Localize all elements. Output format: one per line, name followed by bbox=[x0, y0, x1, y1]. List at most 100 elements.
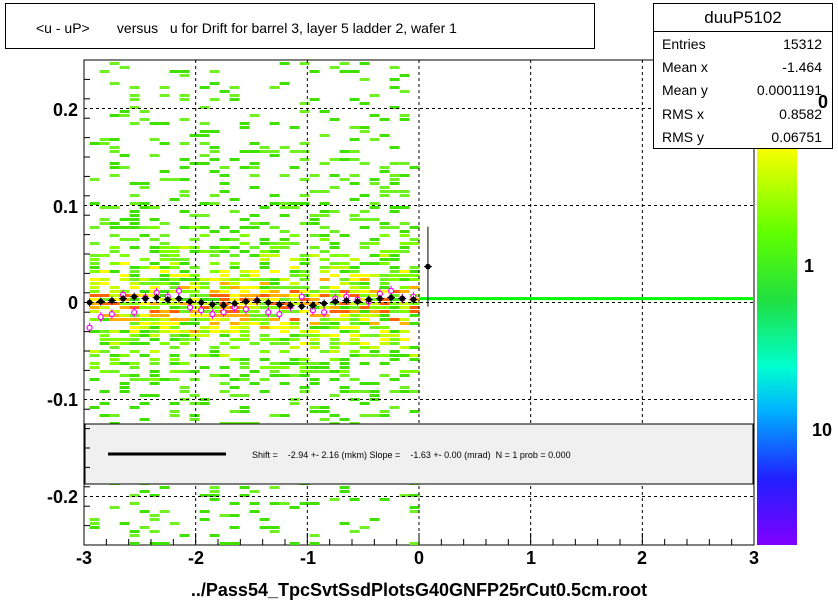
heatmap-cell bbox=[189, 310, 200, 313]
heatmap-cell bbox=[159, 246, 170, 249]
pink-point bbox=[131, 309, 138, 316]
heatmap-cell bbox=[399, 290, 410, 293]
heatmap-cell bbox=[169, 262, 180, 265]
heatmap-cell bbox=[159, 270, 170, 273]
heatmap-cell bbox=[159, 222, 170, 225]
heatmap-cell bbox=[159, 266, 170, 269]
black-point bbox=[265, 299, 272, 306]
heatmap-cell bbox=[289, 358, 300, 361]
heatmap-cell bbox=[209, 490, 220, 493]
heatmap-cell bbox=[169, 70, 180, 73]
heatmap-cell bbox=[249, 294, 260, 297]
heatmap-cell bbox=[149, 226, 160, 229]
heatmap-cell bbox=[399, 270, 410, 273]
heatmap-cell bbox=[389, 334, 400, 337]
heatmap-cell bbox=[379, 302, 390, 305]
heatmap-cell bbox=[399, 494, 410, 497]
heatmap-cell bbox=[299, 286, 310, 289]
heatmap-cell bbox=[279, 242, 290, 245]
heatmap-cell bbox=[369, 314, 380, 317]
heatmap-cell bbox=[119, 166, 130, 169]
heatmap-cell bbox=[89, 522, 100, 525]
black-point bbox=[298, 303, 305, 310]
heatmap-cell bbox=[189, 314, 200, 317]
heatmap-cell bbox=[379, 362, 390, 365]
heatmap-cell bbox=[149, 542, 160, 545]
heatmap-cell bbox=[199, 226, 210, 229]
heatmap-cell bbox=[289, 294, 300, 297]
heatmap-cell bbox=[279, 306, 290, 309]
heatmap-cell bbox=[249, 286, 260, 289]
black-point bbox=[164, 296, 171, 303]
heatmap-cell bbox=[199, 494, 210, 497]
heatmap-cell bbox=[349, 530, 360, 533]
heatmap-cell bbox=[349, 126, 360, 129]
heatmap-cell bbox=[229, 262, 240, 265]
heatmap-cell bbox=[289, 346, 300, 349]
heatmap-cell bbox=[209, 262, 220, 265]
heatmap-cell bbox=[169, 278, 180, 281]
heatmap-cell bbox=[329, 158, 340, 161]
heatmap-cell bbox=[189, 250, 200, 253]
heatmap-cell bbox=[329, 174, 340, 177]
heatmap-cell bbox=[289, 206, 300, 209]
heatmap-cell bbox=[259, 358, 270, 361]
heatmap-cell bbox=[109, 302, 120, 305]
heatmap-cell bbox=[289, 298, 300, 301]
heatmap-cell bbox=[379, 290, 390, 293]
heatmap-cell bbox=[229, 94, 240, 97]
heatmap-cell bbox=[249, 278, 260, 281]
heatmap-cell bbox=[339, 282, 350, 285]
heatmap-cell bbox=[99, 70, 110, 73]
heatmap-cell bbox=[319, 334, 330, 337]
heatmap-cell bbox=[139, 278, 150, 281]
heatmap-cell bbox=[169, 318, 180, 321]
heatmap-cell bbox=[249, 142, 260, 145]
heatmap-cell bbox=[369, 346, 380, 349]
heatmap-cell bbox=[289, 126, 300, 129]
heatmap-cell bbox=[139, 342, 150, 345]
heatmap-cell bbox=[369, 138, 380, 141]
heatmap-cell bbox=[219, 298, 230, 301]
heatmap-cell bbox=[399, 114, 410, 117]
heatmap-cell bbox=[119, 274, 130, 277]
heatmap-cell bbox=[179, 534, 190, 537]
heatmap-cell bbox=[219, 282, 230, 285]
black-point bbox=[220, 302, 227, 309]
black-point bbox=[187, 298, 193, 305]
heatmap-cell bbox=[399, 206, 410, 209]
heatmap-cell bbox=[139, 318, 150, 321]
heatmap-cell bbox=[119, 66, 130, 69]
heatmap-cell bbox=[119, 278, 130, 281]
heatmap-cell bbox=[319, 134, 330, 137]
heatmap-cell bbox=[179, 166, 190, 169]
heatmap-cell bbox=[359, 306, 370, 309]
heatmap-cell bbox=[369, 202, 380, 205]
heatmap-cell bbox=[169, 362, 180, 365]
heatmap-cell bbox=[179, 142, 190, 145]
heatmap-cell bbox=[389, 306, 400, 309]
heatmap-cell bbox=[339, 358, 350, 361]
heatmap-cell bbox=[249, 306, 260, 309]
heatmap-cell bbox=[219, 278, 230, 281]
heatmap-cell bbox=[99, 314, 110, 317]
heatmap-cell bbox=[239, 286, 250, 289]
heatmap-cell bbox=[239, 330, 250, 333]
black-point bbox=[231, 300, 238, 307]
heatmap-cell bbox=[239, 322, 250, 325]
heatmap-cell bbox=[169, 354, 180, 357]
heatmap-cell bbox=[289, 322, 300, 325]
heatmap-cell bbox=[289, 506, 300, 509]
heatmap-cell bbox=[409, 322, 420, 325]
heatmap-cell bbox=[169, 334, 180, 337]
heatmap-cell bbox=[349, 498, 360, 501]
heatmap-cell bbox=[339, 150, 350, 153]
heatmap-cell bbox=[149, 310, 160, 313]
heatmap-cell bbox=[99, 254, 110, 257]
heatmap-cell bbox=[279, 82, 290, 85]
heatmap-cell bbox=[349, 278, 360, 281]
heatmap-cell bbox=[329, 322, 340, 325]
pink-point bbox=[175, 287, 183, 294]
heatmap-cell bbox=[89, 362, 100, 365]
heatmap-cell bbox=[309, 366, 320, 369]
